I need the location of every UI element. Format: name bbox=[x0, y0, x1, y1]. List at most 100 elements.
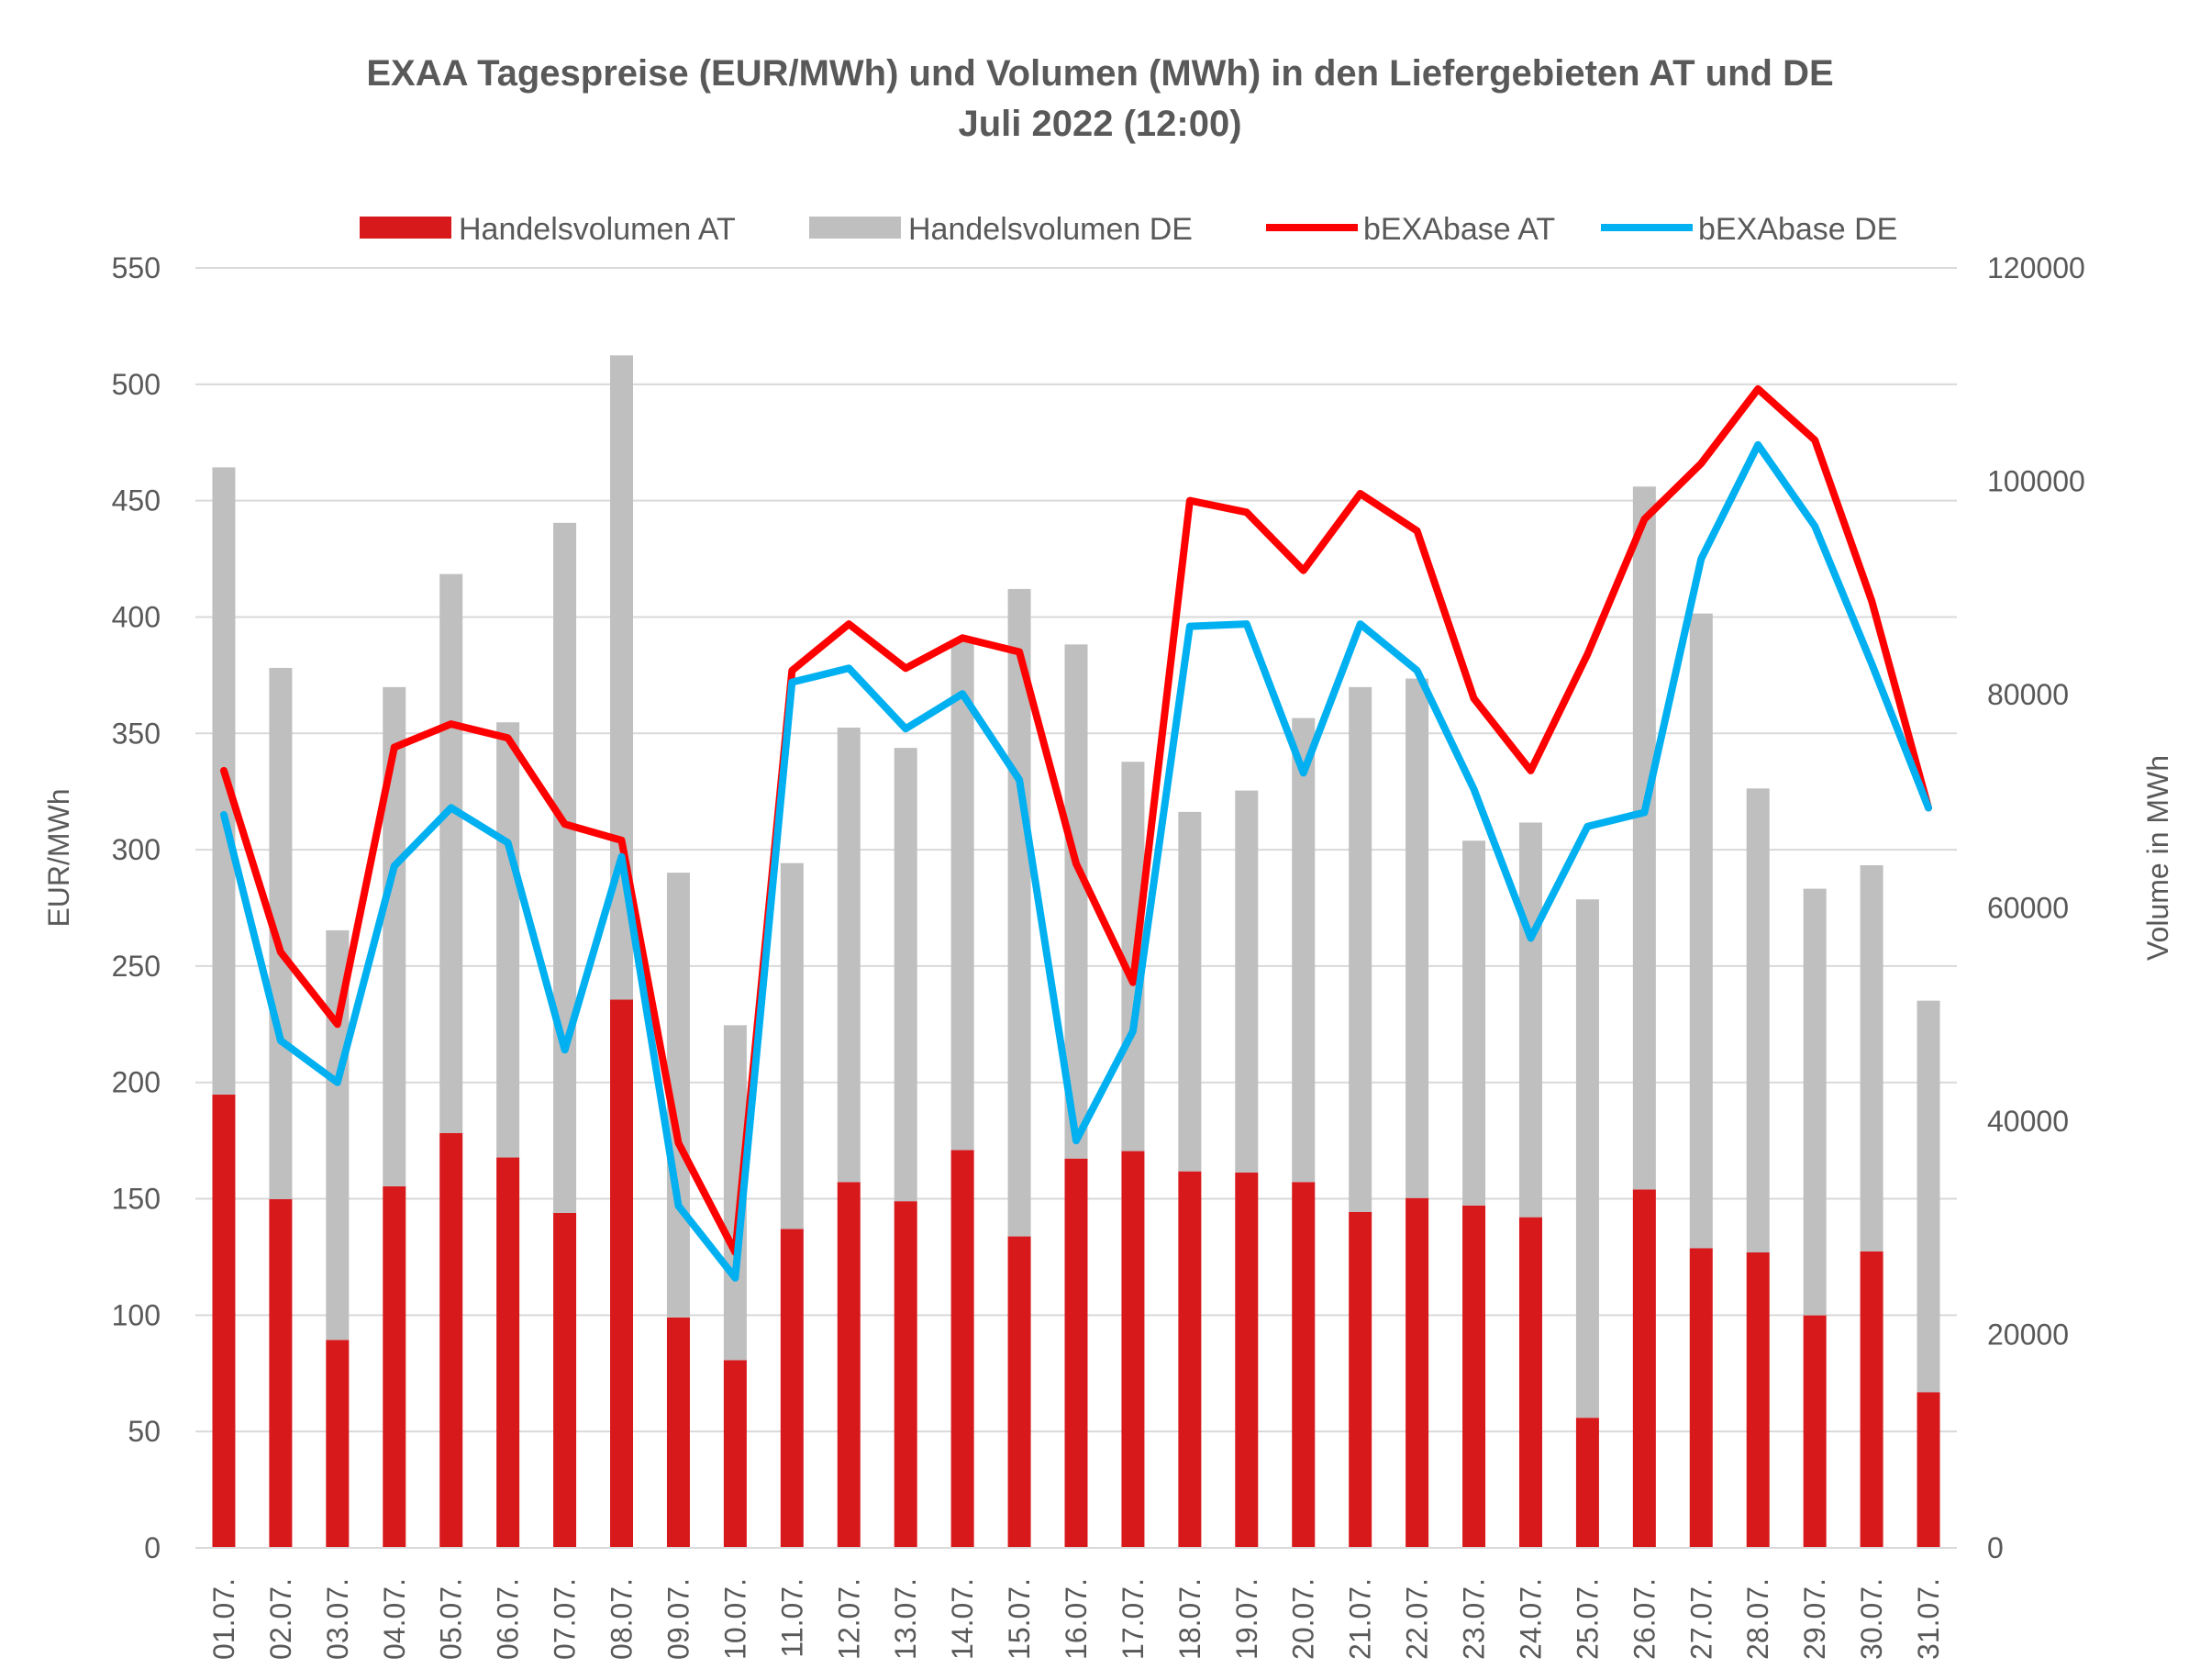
bar-handelsvolumen-de bbox=[950, 640, 974, 1151]
x-tick-label: 17.07. bbox=[1117, 1578, 1150, 1660]
bar-handelsvolumen-at bbox=[383, 1185, 406, 1548]
bar-handelsvolumen-at bbox=[269, 1198, 293, 1548]
bar-handelsvolumen-de bbox=[1007, 588, 1031, 1237]
y2-tick-label: 120000 bbox=[1987, 251, 2085, 284]
bar-handelsvolumen-at bbox=[1860, 1251, 1883, 1548]
bar-handelsvolumen-de bbox=[1235, 790, 1259, 1173]
bar-handelsvolumen-de bbox=[837, 728, 861, 1183]
x-tick-label: 16.07. bbox=[1060, 1578, 1093, 1660]
y-tick-label: 150 bbox=[112, 1183, 161, 1216]
bar-handelsvolumen-de bbox=[1917, 1000, 1940, 1393]
bar-handelsvolumen-de bbox=[1575, 899, 1599, 1419]
bar-handelsvolumen-de bbox=[894, 748, 917, 1202]
bar-handelsvolumen-at bbox=[439, 1132, 463, 1548]
y-tick-label: 250 bbox=[112, 950, 161, 983]
bar-handelsvolumen-at bbox=[1917, 1392, 1940, 1548]
bar-handelsvolumen-de bbox=[1406, 678, 1429, 1198]
x-tick-label: 19.07. bbox=[1230, 1578, 1263, 1660]
y2-tick-label: 100000 bbox=[1987, 465, 2085, 498]
bar-handelsvolumen-de bbox=[1632, 486, 1656, 1190]
legend-label-bexabase-de: bEXAbase DE bbox=[1698, 212, 1897, 247]
bar-handelsvolumen-at bbox=[553, 1212, 577, 1548]
bar-handelsvolumen-at bbox=[496, 1157, 520, 1548]
x-tick-label: 24.07. bbox=[1514, 1578, 1547, 1660]
x-tick-label: 27.07. bbox=[1684, 1578, 1717, 1660]
y2-tick-label: 0 bbox=[1987, 1531, 2004, 1564]
x-tick-label: 26.07. bbox=[1628, 1578, 1661, 1660]
bar-handelsvolumen-at bbox=[1632, 1189, 1656, 1548]
x-axis-ticks: 01.07. 02.07. 03.07. 04.07. 05.07. 06.07. 07.0… bbox=[207, 1578, 1945, 1660]
bar-handelsvolumen-de bbox=[1746, 788, 1770, 1252]
x-tick-label: 09.07. bbox=[661, 1578, 694, 1660]
y-tick-label: 100 bbox=[112, 1298, 161, 1331]
x-tick-label: 11.07. bbox=[775, 1578, 808, 1658]
bar-handelsvolumen-at bbox=[950, 1150, 974, 1548]
x-tick-label: 20.07. bbox=[1287, 1578, 1320, 1660]
bar-handelsvolumen-de bbox=[1803, 888, 1827, 1316]
bar-handelsvolumen-at bbox=[1292, 1182, 1316, 1548]
legend-swatch-handelsvolumen-de bbox=[809, 217, 901, 239]
bar-handelsvolumen-at bbox=[1349, 1211, 1372, 1548]
bar-handelsvolumen-at bbox=[1235, 1172, 1259, 1548]
bar-handelsvolumen-de bbox=[439, 573, 463, 1133]
y-axis-label: EUR/MWh bbox=[42, 788, 75, 927]
y-tick-label: 400 bbox=[112, 600, 161, 633]
legend-label-bexabase-at: bEXAbase AT bbox=[1363, 212, 1555, 247]
x-tick-label: 29.07. bbox=[1798, 1578, 1831, 1660]
legend: Handelsvolumen AT Handelsvolumen DE bEXA… bbox=[360, 212, 1897, 247]
x-tick-label: 04.07. bbox=[378, 1578, 411, 1660]
right-axis-ticks: 0 20000 40000 60000 80000 100000 120000 bbox=[1987, 251, 2085, 1564]
bar-handelsvolumen-de bbox=[780, 862, 804, 1229]
y-tick-label: 50 bbox=[128, 1415, 161, 1448]
bar-handelsvolumen-at bbox=[610, 999, 634, 1548]
x-tick-label: 22.07. bbox=[1401, 1578, 1434, 1660]
bar-handelsvolumen-de bbox=[496, 722, 520, 1158]
y-tick-label: 350 bbox=[112, 717, 161, 750]
x-tick-label: 18.07. bbox=[1173, 1578, 1206, 1660]
x-tick-label: 30.07. bbox=[1855, 1578, 1888, 1660]
x-tick-label: 06.07. bbox=[492, 1578, 525, 1660]
x-tick-label: 08.07. bbox=[606, 1578, 639, 1660]
bar-handelsvolumen-at bbox=[212, 1094, 236, 1548]
bar-handelsvolumen-at bbox=[1121, 1151, 1145, 1548]
y-tick-label: 500 bbox=[112, 368, 161, 401]
y-tick-label: 0 bbox=[144, 1531, 161, 1564]
bar-handelsvolumen-at bbox=[837, 1182, 861, 1548]
y2-axis-label: Volume in MWh bbox=[2141, 755, 2174, 961]
bars bbox=[212, 355, 1940, 1548]
bar-handelsvolumen-at bbox=[780, 1229, 804, 1548]
y-tick-label: 450 bbox=[112, 484, 161, 517]
chart-title: EXAA Tagespreise (EUR/MWh) und Volumen (… bbox=[366, 53, 1833, 94]
legend-label-handelsvolumen-at: Handelsvolumen AT bbox=[459, 212, 736, 247]
x-tick-label: 28.07. bbox=[1741, 1578, 1774, 1660]
chart-subtitle: Juli 2022 (12:00) bbox=[958, 104, 1241, 144]
legend-swatch-handelsvolumen-at bbox=[360, 217, 451, 239]
x-tick-label: 13.07. bbox=[889, 1578, 922, 1660]
bar-handelsvolumen-de bbox=[1462, 840, 1486, 1206]
lines bbox=[195, 384, 1957, 1549]
line-bexabase-at bbox=[220, 384, 1932, 1256]
bar-handelsvolumen-de bbox=[1292, 718, 1316, 1183]
x-tick-label: 02.07. bbox=[264, 1578, 297, 1660]
x-tick-label: 31.07. bbox=[1912, 1578, 1945, 1660]
bar-handelsvolumen-at bbox=[666, 1317, 690, 1548]
y2-tick-label: 60000 bbox=[1987, 892, 2069, 925]
bar-handelsvolumen-at bbox=[894, 1201, 917, 1548]
bar-handelsvolumen-at bbox=[1406, 1197, 1429, 1548]
bar-handelsvolumen-at bbox=[1689, 1248, 1713, 1548]
bar-handelsvolumen-de bbox=[1349, 686, 1372, 1212]
bar-handelsvolumen-de bbox=[1689, 613, 1713, 1249]
bar-handelsvolumen-de bbox=[1178, 811, 1202, 1172]
bar-handelsvolumen-at bbox=[1746, 1252, 1770, 1548]
x-tick-label: 12.07. bbox=[832, 1578, 865, 1660]
line-bexabase-de bbox=[220, 440, 1932, 1282]
x-tick-label: 10.07. bbox=[718, 1578, 751, 1660]
bar-handelsvolumen-at bbox=[1064, 1158, 1088, 1548]
bar-handelsvolumen-de bbox=[553, 522, 577, 1213]
y-tick-label: 300 bbox=[112, 833, 161, 866]
x-tick-label: 03.07. bbox=[321, 1578, 354, 1660]
x-tick-label: 21.07. bbox=[1344, 1578, 1377, 1660]
bar-handelsvolumen-at bbox=[1575, 1418, 1599, 1548]
x-tick-label: 15.07. bbox=[1003, 1578, 1036, 1660]
